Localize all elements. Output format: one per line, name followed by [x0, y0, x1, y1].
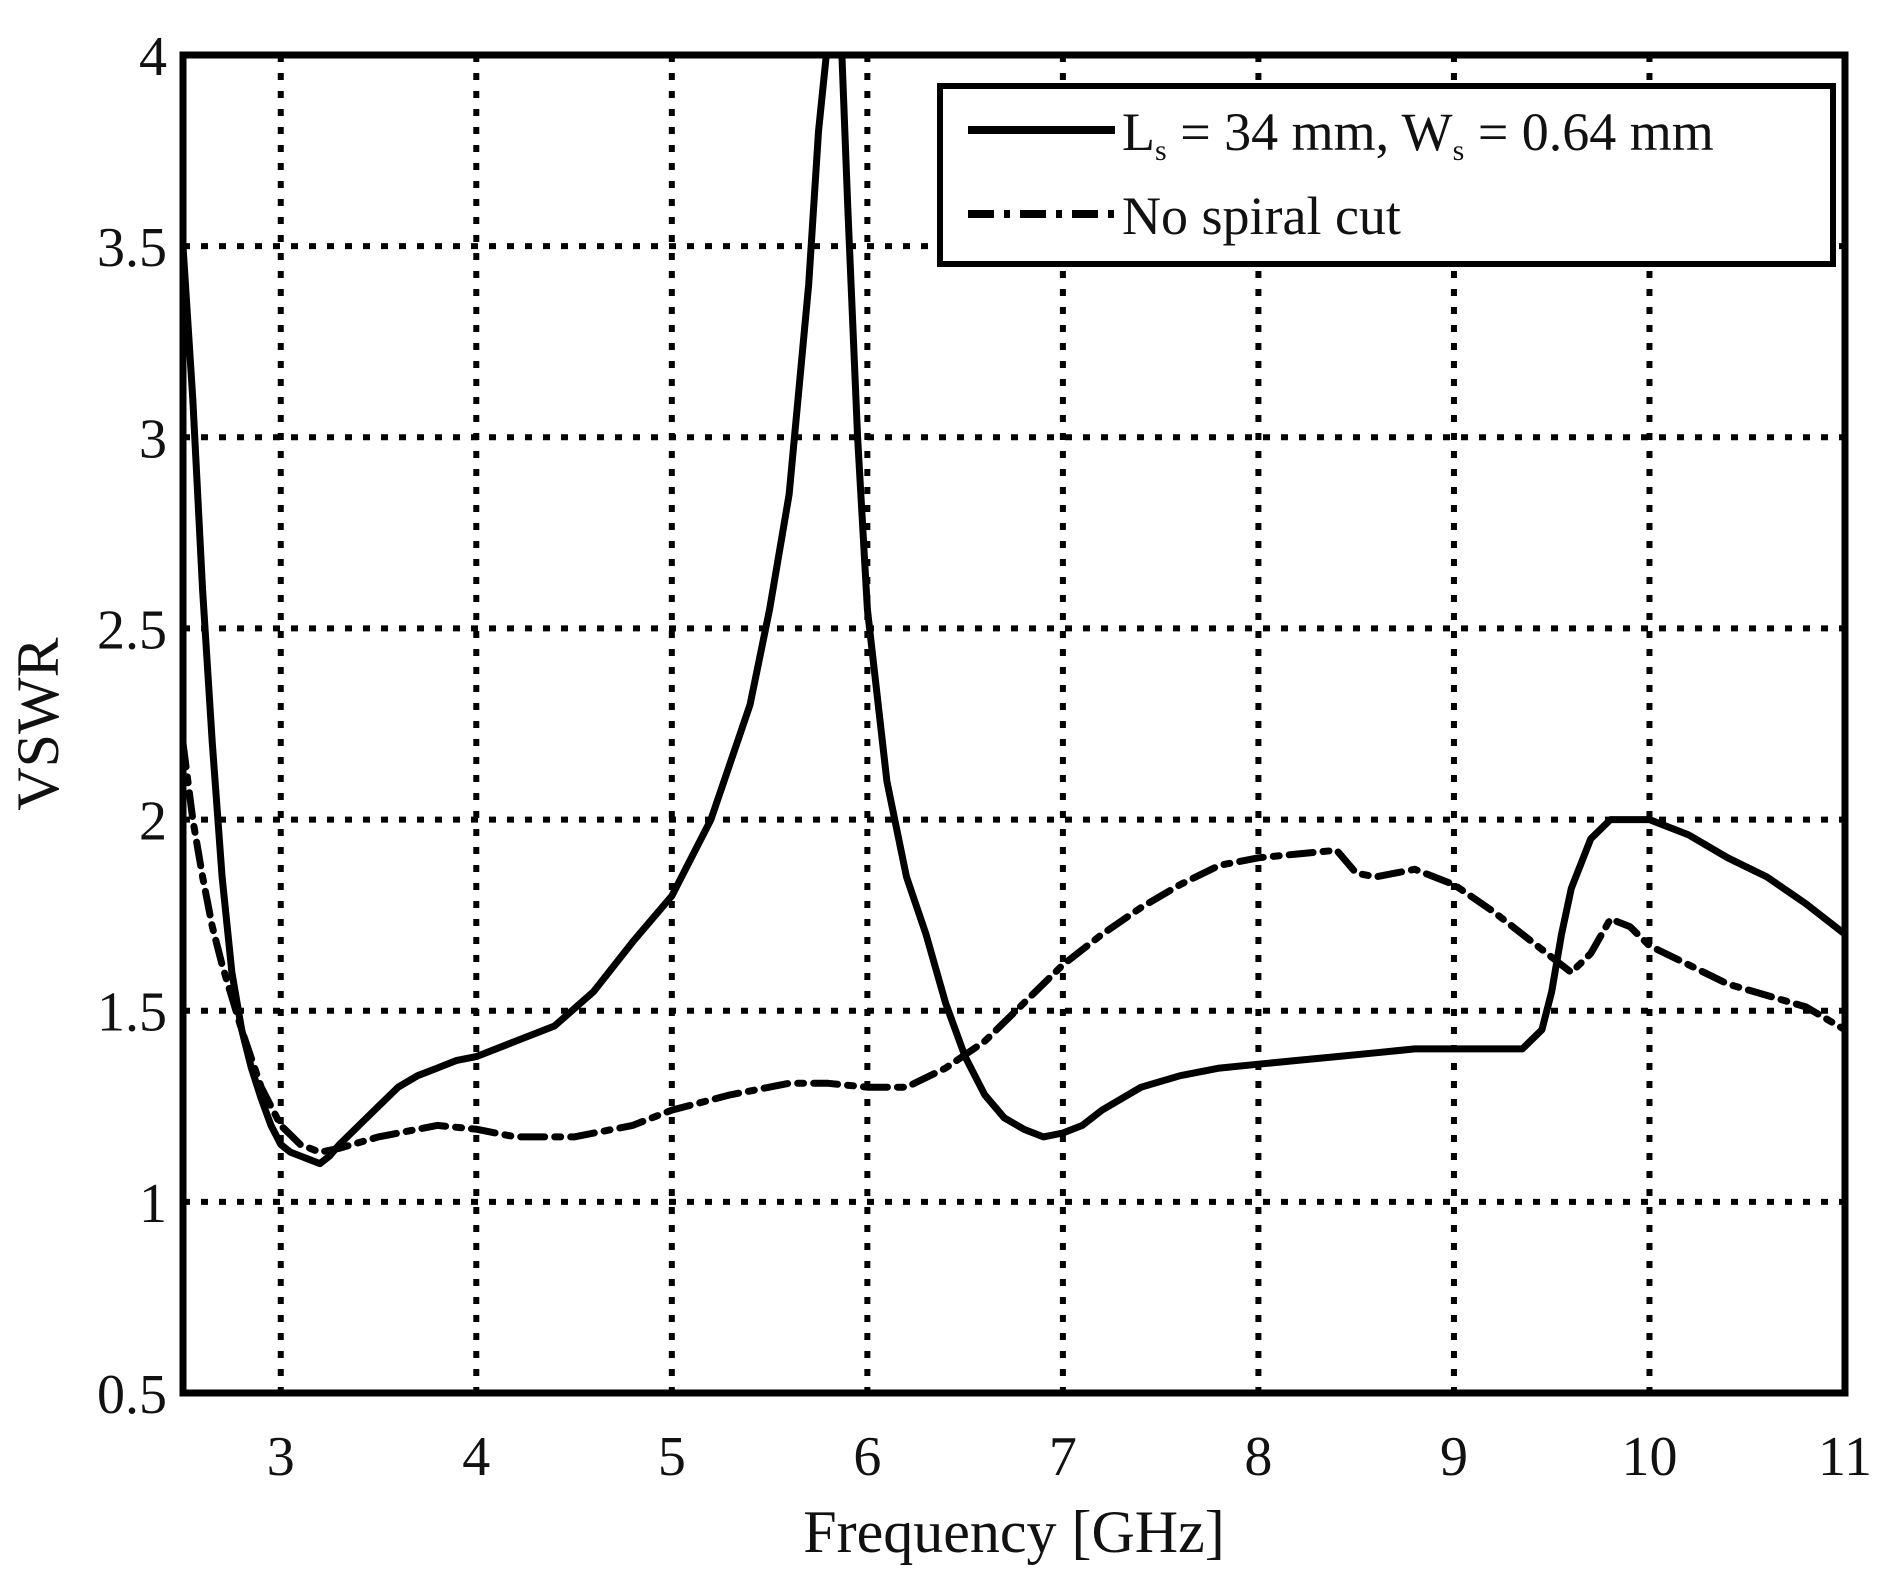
x-tick-label-3: 3: [267, 1426, 295, 1488]
y-tick-label-2: 2: [139, 791, 167, 853]
x-axis-label: Frequency [GHz]: [803, 1499, 1225, 1565]
x-tick-label-5: 5: [658, 1426, 686, 1488]
y-tick-label-3: 3: [139, 408, 167, 470]
legend-label-solid-end: = 0.64 mm: [1464, 102, 1713, 162]
grid-lines: [183, 55, 1845, 1393]
y-tick-label-4: 4: [139, 26, 167, 88]
y-axis-label: VSWR: [5, 637, 71, 810]
series-line-solid: [179, 51, 1849, 1168]
x-tick-label-8: 8: [1244, 1426, 1272, 1488]
legend-label-solid: Ls = 34 mm, Ws = 0.64 mm: [1122, 102, 1714, 167]
x-tick-labels: 3 4 5 6 7 8 9 10 11: [267, 1426, 1872, 1488]
x-tick-label-9: 9: [1440, 1426, 1468, 1488]
series-group: [179, 51, 1849, 1168]
legend-label-solid-sub-1: s: [1155, 134, 1167, 167]
x-tick-label-10: 10: [1621, 1426, 1677, 1488]
y-tick-labels: 0.5 1 1.5 2 2.5 3 3.5 4: [97, 26, 167, 1426]
y-tick-label-1: 1: [139, 1173, 167, 1235]
legend-label-solid-l: L: [1122, 102, 1155, 162]
y-tick-label-0.5: 0.5: [97, 1364, 167, 1426]
plot-frame: [179, 51, 1849, 1397]
legend: Ls = 34 mm, Ws = 0.64 mm No spiral cut: [937, 83, 1836, 267]
x-tick-label-6: 6: [853, 1426, 881, 1488]
legend-box: [937, 83, 1836, 267]
x-tick-label-4: 4: [462, 1426, 490, 1488]
x-tick-label-7: 7: [1049, 1426, 1077, 1488]
y-tick-label-3.5: 3.5: [97, 217, 167, 279]
x-tick-label-11: 11: [1818, 1426, 1872, 1488]
legend-label-solid-sub-2: s: [1453, 134, 1465, 167]
series-line-dashdot: [179, 739, 1849, 1156]
y-tick-label-1.5: 1.5: [97, 982, 167, 1044]
legend-label-solid-mid: = 34 mm, W: [1167, 102, 1453, 162]
legend-label-dashdot: No spiral cut: [1122, 186, 1401, 246]
y-tick-label-2.5: 2.5: [97, 599, 167, 661]
